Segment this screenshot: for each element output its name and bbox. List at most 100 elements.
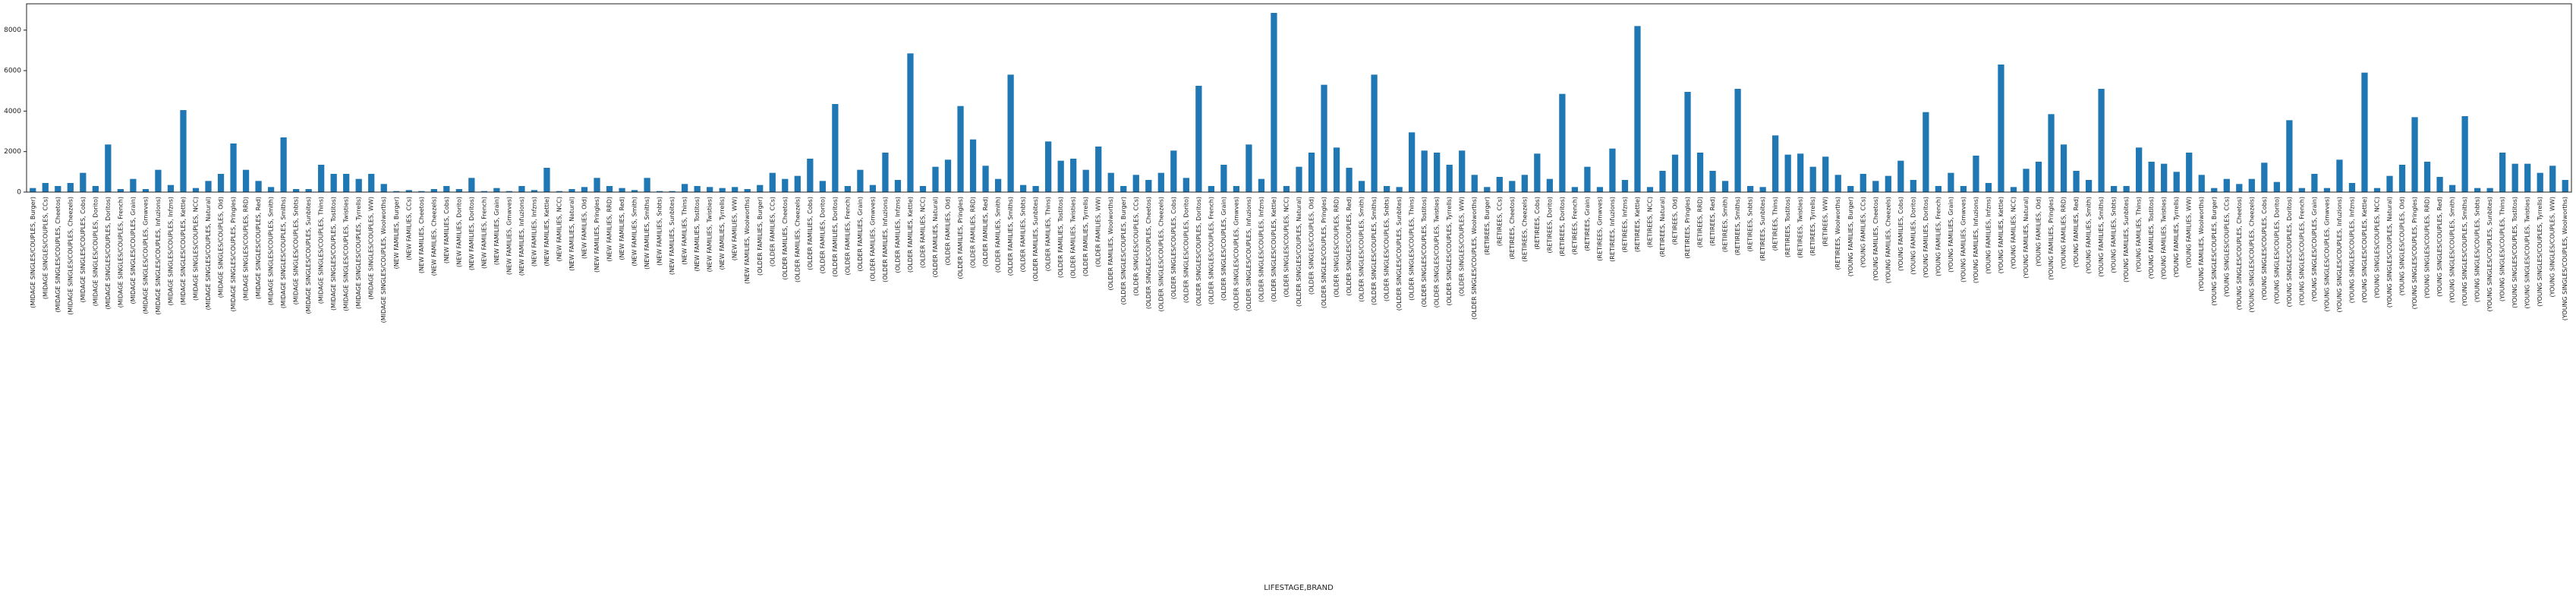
bar (1847, 186, 1854, 192)
x-tick-label: (OLDER FAMILIES, Smith) (995, 197, 1002, 273)
bar (531, 190, 538, 192)
x-tick-label: (MIDAGE SINGLES/COUPLES, Old) (218, 197, 225, 298)
bar (1421, 150, 1428, 192)
x-tick-label: (OLDER SINGLES/COUPLES, Tostitos) (1421, 197, 1428, 307)
bar (1484, 187, 1491, 192)
bar (2098, 89, 2105, 192)
bar (2123, 186, 2130, 192)
bar (907, 53, 914, 192)
x-tick-label: (YOUNG FAMILIES, Tyrrells) (2173, 197, 2180, 277)
x-tick-label: (MIDAGE SINGLES/COUPLES, Woolworths) (380, 197, 387, 323)
bar (1195, 86, 1202, 192)
x-tick-label: (YOUNG SINGLES/COUPLES, Smith) (2449, 197, 2456, 303)
bar (1082, 169, 1089, 192)
x-tick-label: (OLDER FAMILIES, Red) (982, 197, 989, 266)
bar (518, 186, 525, 192)
x-tick-label: (YOUNG SINGLES/COUPLES, Old) (2399, 197, 2406, 295)
bar (1684, 92, 1691, 192)
bar (1296, 166, 1302, 192)
x-tick-label: (YOUNG SINGLES/COUPLES, Grain) (2311, 197, 2318, 301)
x-tick-label: (MIDAGE SINGLES/COUPLES, Dorito) (92, 197, 99, 306)
bar (142, 189, 150, 192)
bar (1321, 84, 1327, 193)
x-tick-label: (NEW FAMILIES, Old) (581, 197, 588, 259)
bar (1157, 172, 1164, 192)
x-tick-label: (RETIREES, Thins) (1772, 197, 1779, 251)
x-tick-label: (YOUNG SINGLES/COUPLES, Infuzions) (2336, 197, 2343, 313)
bar (1809, 166, 1816, 192)
x-tick-label: (MIDAGE SINGLES/COUPLES, Infuzions) (155, 197, 162, 315)
x-tick-label: (YOUNG FAMILIES, Burger) (1847, 197, 1854, 276)
x-tick-label: (OLDER FAMILIES, Kettle) (907, 197, 914, 273)
x-tick-label: (YOUNG FAMILIES, Old) (2036, 197, 2042, 266)
y-tick-label: 8000 (4, 27, 21, 34)
x-tick-label: (NEW FAMILIES, Natural) (568, 197, 575, 271)
bar (2386, 175, 2393, 192)
bar (2286, 120, 2293, 192)
x-tick-label: (OLDER FAMILIES, Grnwves) (869, 197, 876, 282)
bar (2223, 178, 2230, 192)
bar (355, 178, 362, 192)
x-tick-label: (YOUNG SINGLES/COUPLES, Twisties) (2524, 197, 2531, 309)
bar (919, 186, 927, 192)
x-tick-label: (RETIREES, Cobs) (1534, 197, 1541, 250)
x-tick-label: (NEW FAMILIES, Cheetos) (418, 197, 425, 273)
bar (92, 186, 99, 192)
bar (1409, 132, 1416, 192)
x-tick-label: (OLDER SINGLES/COUPLES, Smiths) (1371, 197, 1378, 305)
x-tick-label: (YOUNG FAMILIES, Infuzions) (1973, 197, 1979, 283)
x-tick-label: (YOUNG SINGLES/COUPLES, NCC) (2373, 197, 2380, 298)
y-tick-label: 2000 (4, 148, 21, 156)
x-tick-label: (YOUNG FAMILIES, Doritos) (1923, 197, 1929, 278)
bar (1834, 175, 1841, 192)
x-tick-label: (MIDAGE SINGLES/COUPLES, WW) (368, 197, 375, 300)
bar (869, 184, 877, 192)
x-tick-label: (YOUNG SINGLES/COUPLES, Cheezels) (2248, 197, 2255, 313)
x-tick-label: (MIDAGE SINGLES/COUPLES, Cobs) (80, 197, 87, 303)
bar (2486, 188, 2493, 192)
x-tick-label: (OLDER FAMILIES, French) (844, 197, 851, 276)
bar (694, 186, 701, 192)
bar (1170, 150, 1177, 192)
x-tick-label: (OLDER FAMILIES, Cheetos) (782, 197, 789, 280)
x-tick-label: (NEW FAMILIES, RRD) (606, 197, 613, 262)
bar (1496, 177, 1503, 192)
bar (1258, 178, 1265, 192)
x-tick-label: (RETIREES, Cheezels) (1521, 197, 1528, 262)
bar (455, 189, 462, 192)
bar (769, 172, 776, 192)
x-tick-label: (YOUNG FAMILIES, Woolworths) (2198, 197, 2205, 292)
x-tick-label: (OLDER FAMILIES, Natural) (932, 197, 939, 277)
bar (2161, 163, 2168, 192)
x-tick-label: (RETIREES, Smith) (1722, 197, 1729, 252)
x-tick-label: (OLDER SINGLES/COUPLES, Natural) (1296, 197, 1302, 307)
x-tick-label: (OLDER SINGLES/COUPLES, Old) (1308, 197, 1315, 295)
x-tick-label: (OLDER SINGLES/COUPLES, Twisties) (1434, 197, 1441, 307)
bar (644, 178, 650, 192)
bar (1910, 180, 1916, 192)
bar (1696, 153, 1704, 192)
bar (1383, 186, 1390, 192)
bar (1308, 153, 1315, 192)
x-tick-label: (NEW FAMILIES, Cheezels) (430, 197, 437, 276)
x-tick-label: (MIDAGE SINGLES/COUPLES, Burger) (30, 197, 36, 308)
bar (1534, 153, 1541, 192)
x-tick-label: (OLDER FAMILIES, NCC) (919, 197, 926, 268)
x-tick-label: (MIDAGE SINGLES/COUPLES, Grain) (130, 197, 137, 304)
bar (1208, 186, 1215, 192)
x-tick-label: (OLDER SINGLES/COUPLES, Grnwves) (1233, 197, 1239, 311)
bar (192, 188, 200, 192)
bar (67, 183, 74, 192)
x-tick-label: (OLDER FAMILIES, Grain) (857, 197, 864, 272)
bar (782, 178, 789, 192)
bar (2348, 183, 2356, 192)
x-tick-label: (YOUNG FAMILIES, Tostitos) (2148, 197, 2155, 279)
bar (1709, 171, 1716, 192)
bar (1045, 141, 1052, 192)
bar (994, 178, 1002, 192)
x-tick-label: (NEW FAMILIES, Doritos) (468, 197, 475, 270)
bar (2010, 187, 2017, 192)
bar (594, 178, 600, 192)
bar (1797, 153, 1804, 192)
x-tick-label: (OLDER SINGLES/COUPLES, Infzns) (1258, 197, 1264, 302)
